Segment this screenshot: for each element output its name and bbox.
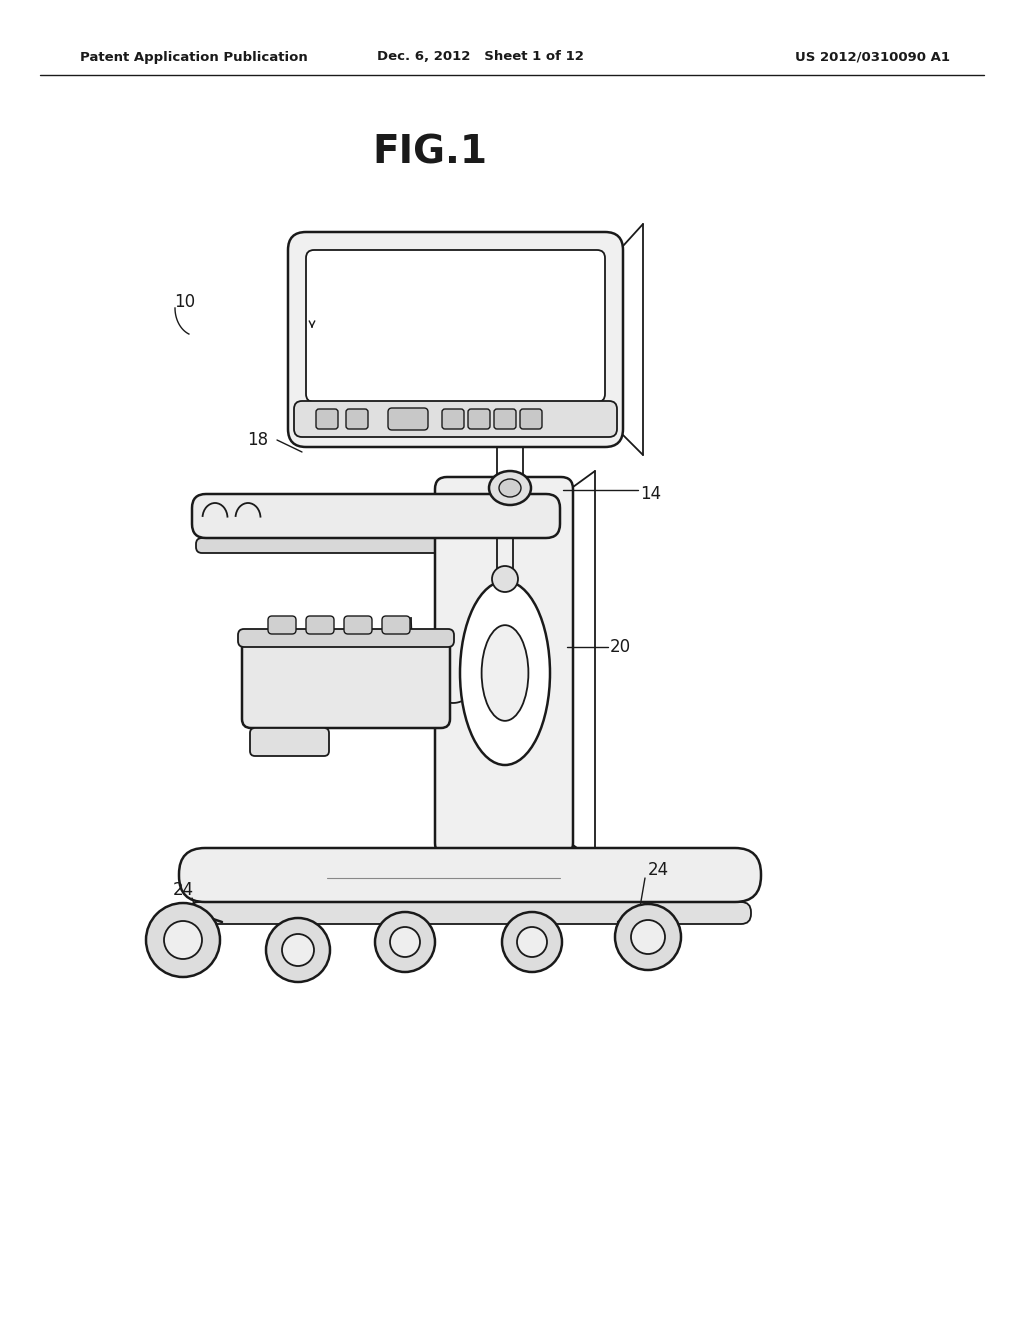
FancyBboxPatch shape <box>193 494 560 539</box>
Text: 20: 20 <box>610 638 631 656</box>
Ellipse shape <box>631 920 665 954</box>
FancyBboxPatch shape <box>179 847 761 902</box>
FancyBboxPatch shape <box>306 249 605 403</box>
FancyBboxPatch shape <box>242 638 450 729</box>
FancyBboxPatch shape <box>238 630 454 647</box>
Text: 24: 24 <box>648 861 669 879</box>
Ellipse shape <box>489 471 531 506</box>
FancyBboxPatch shape <box>388 408 428 430</box>
FancyBboxPatch shape <box>382 616 410 634</box>
FancyBboxPatch shape <box>288 232 623 447</box>
Ellipse shape <box>481 626 528 721</box>
FancyBboxPatch shape <box>346 409 368 429</box>
FancyBboxPatch shape <box>494 409 516 429</box>
FancyBboxPatch shape <box>250 729 329 756</box>
Ellipse shape <box>164 921 202 960</box>
FancyBboxPatch shape <box>306 616 334 634</box>
Ellipse shape <box>502 912 562 972</box>
Ellipse shape <box>499 479 521 498</box>
FancyBboxPatch shape <box>468 409 490 429</box>
Text: 12: 12 <box>248 631 268 649</box>
Ellipse shape <box>460 581 550 766</box>
Text: Patent Application Publication: Patent Application Publication <box>80 50 308 63</box>
FancyBboxPatch shape <box>294 401 617 437</box>
FancyBboxPatch shape <box>520 409 542 429</box>
Text: 14: 14 <box>640 484 662 503</box>
Text: Dec. 6, 2012   Sheet 1 of 12: Dec. 6, 2012 Sheet 1 of 12 <box>377 50 584 63</box>
Ellipse shape <box>266 917 330 982</box>
Text: 24: 24 <box>172 880 194 899</box>
FancyBboxPatch shape <box>316 409 338 429</box>
Text: FIG.1: FIG.1 <box>373 133 487 172</box>
Ellipse shape <box>282 935 314 966</box>
Text: 18: 18 <box>248 432 268 449</box>
FancyBboxPatch shape <box>268 616 296 634</box>
Ellipse shape <box>492 566 518 591</box>
Ellipse shape <box>390 927 420 957</box>
Text: 10: 10 <box>174 293 196 312</box>
FancyBboxPatch shape <box>344 616 372 634</box>
Ellipse shape <box>375 912 435 972</box>
Text: US 2012/0310090 A1: US 2012/0310090 A1 <box>795 50 950 63</box>
FancyBboxPatch shape <box>435 477 573 855</box>
FancyBboxPatch shape <box>189 902 751 924</box>
Ellipse shape <box>517 927 547 957</box>
Ellipse shape <box>615 904 681 970</box>
Text: 16: 16 <box>238 499 259 517</box>
Ellipse shape <box>146 903 220 977</box>
FancyBboxPatch shape <box>442 409 464 429</box>
FancyBboxPatch shape <box>196 539 556 553</box>
